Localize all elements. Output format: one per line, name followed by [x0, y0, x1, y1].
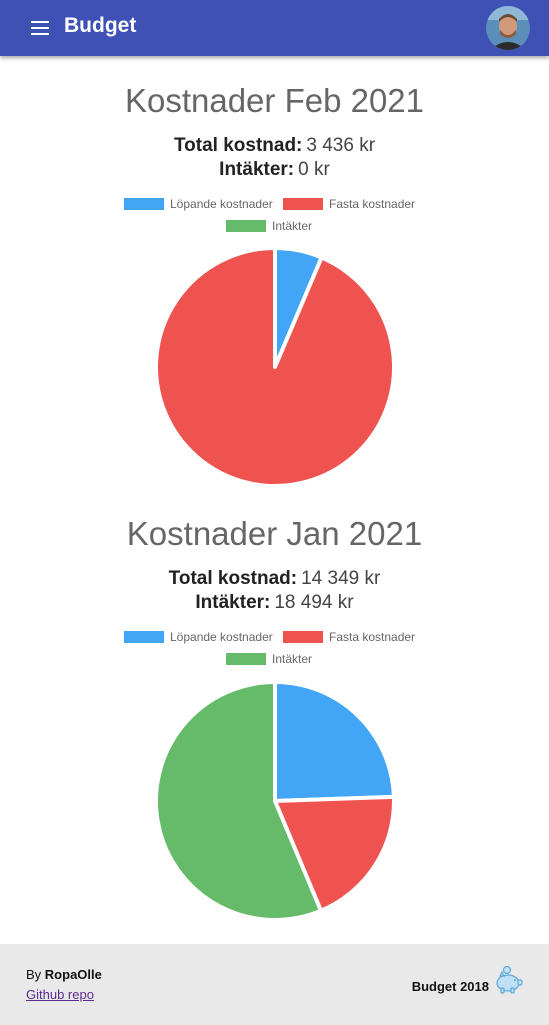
pie-chart-feb [154, 246, 396, 488]
total-cost-value: 3 436 kr [306, 135, 376, 156]
chart-legend: Löpande kostnader Fasta kostnader Intäkt… [0, 194, 549, 238]
total-cost-value: 14 349 kr [301, 568, 381, 589]
income-label: Intäkter: [219, 159, 295, 180]
total-cost-label: Total kostnad: [173, 135, 303, 156]
legend-item-lopande[interactable]: Löpande kostnader [124, 630, 273, 644]
brand-label: Budget 2018 [411, 979, 489, 994]
app-title: Budget [64, 14, 137, 37]
chart-legend: Löpande kostnader Fasta kostnader Intäkt… [0, 627, 549, 671]
income-value: 0 kr [298, 159, 330, 180]
total-cost-label: Total kostnad: [168, 568, 298, 589]
income-label: Intäkter: [195, 592, 271, 613]
legend-item-intakter[interactable]: Intäkter [226, 652, 312, 666]
footer: By RopaOlle Github repo Budget 2018 [0, 944, 549, 1025]
user-avatar[interactable] [486, 6, 530, 50]
menu-icon[interactable] [26, 17, 54, 39]
legend-item-fasta[interactable]: Fasta kostnader [283, 197, 415, 211]
slice-intakter[interactable] [154, 680, 323, 922]
slice-fasta[interactable] [273, 794, 396, 913]
pie-chart-jan [154, 680, 396, 922]
stats: Total kostnad: 14 349 kr Intäkter: 18 494 … [0, 567, 549, 615]
section-title: Kostnader Feb 2021 [124, 82, 425, 119]
section-title: Kostnader Jan 2021 [126, 515, 423, 552]
legend-item-fasta[interactable]: Fasta kostnader [283, 630, 415, 644]
income-value: 18 494 kr [274, 592, 354, 613]
github-repo-link[interactable]: Github repo [26, 987, 94, 1002]
stats: Total kostnad: 3 436 kr Intäkter: 0 kr [0, 134, 549, 182]
piggy-bank-icon [496, 965, 523, 994]
app-bar: Budget [0, 0, 549, 56]
author-name: RopaOlle [44, 967, 102, 982]
slice-lopande[interactable] [273, 680, 396, 803]
month-section-feb: Kostnader Feb 2021 Total kostnad: 3 436 k… [0, 82, 549, 238]
month-section-jan: Kostnader Jan 2021 Total kostnad: 14 349 … [0, 515, 549, 671]
legend-item-intakter[interactable]: Intäkter [226, 219, 312, 233]
author-credit: By RopaOlle [26, 967, 102, 982]
legend-item-lopande[interactable]: Löpande kostnader [124, 197, 273, 211]
slice-fasta[interactable] [154, 246, 396, 488]
